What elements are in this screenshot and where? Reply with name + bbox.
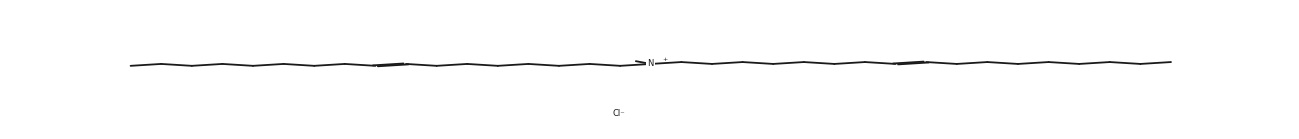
Text: Cl⁻: Cl⁻ [612, 110, 625, 118]
Text: +: + [662, 57, 668, 62]
Text: N: N [648, 59, 653, 68]
